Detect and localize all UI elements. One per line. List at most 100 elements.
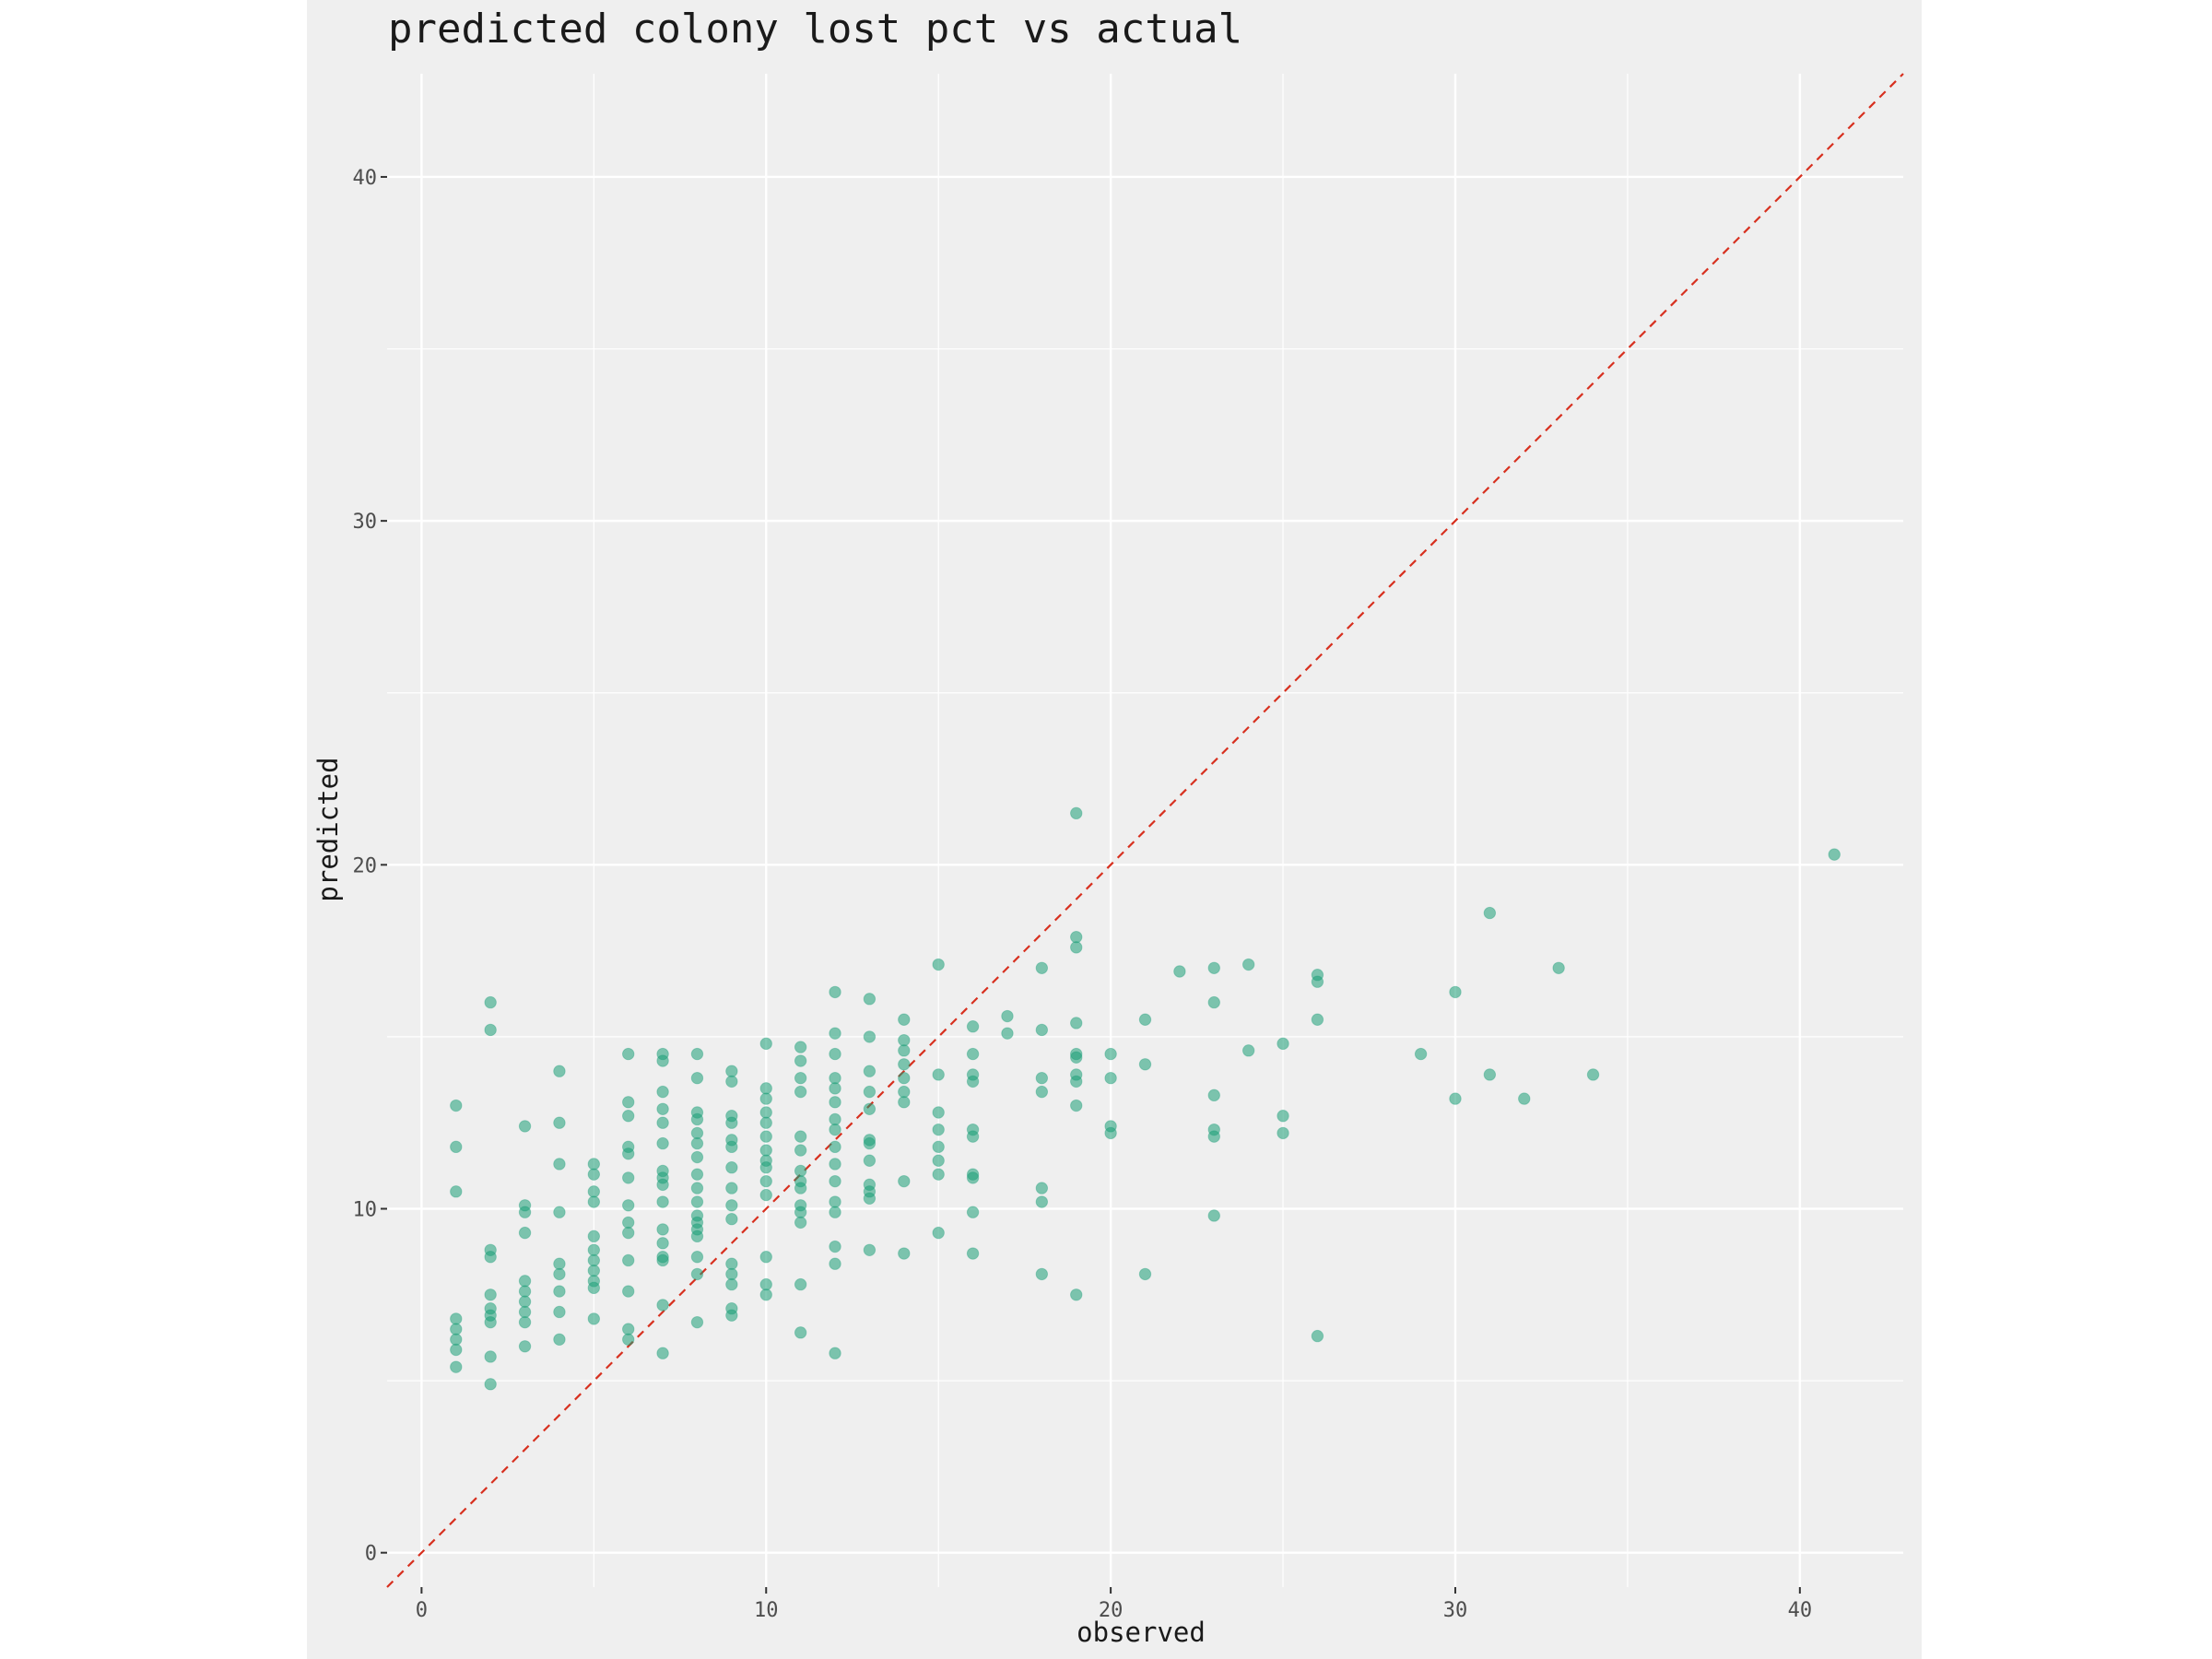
data-point [759,1082,772,1095]
data-point [829,1195,841,1208]
data-point [690,1251,704,1264]
data-point [690,1315,704,1329]
data-point [690,1047,704,1061]
data-point [898,1071,911,1085]
data-point [794,1054,807,1067]
data-point [1207,1130,1220,1143]
data-point [587,1243,601,1256]
data-point [656,1253,669,1267]
data-point [1104,1126,1117,1140]
data-point [553,1116,566,1129]
data-point [690,1150,704,1164]
data-point [656,1085,669,1099]
data-point [759,1037,772,1051]
data-point [966,1206,980,1218]
data-point [553,1158,566,1171]
data-point [450,1099,463,1112]
data-point [1070,1051,1083,1065]
data-point [829,1206,841,1218]
data-point [863,1030,877,1043]
data-point [553,1257,566,1270]
data-point [622,1171,635,1184]
data-point [484,1350,497,1363]
data-point [1035,1023,1049,1037]
data-point [1104,1071,1117,1085]
data-point [450,1312,463,1325]
data-point [759,1106,772,1119]
data-point [725,1199,738,1212]
data-point [725,1140,738,1154]
data-point [932,1154,945,1167]
data-point [622,1226,635,1240]
data-point [863,1102,877,1115]
data-point [863,1154,877,1167]
data-point [587,1195,601,1208]
data-point [656,1195,669,1208]
data-point [587,1281,601,1295]
data-point [966,1020,980,1033]
data-point [898,1247,911,1260]
data-point [1035,1267,1049,1281]
data-point [1138,1013,1152,1026]
data-point [587,1185,601,1198]
data-point [829,1174,841,1188]
x-tick-label: 30 [1443,1599,1468,1622]
data-point [759,1144,772,1157]
data-point [656,1136,669,1150]
data-point [656,1054,669,1067]
data-point [759,1174,772,1188]
data-point [484,1288,497,1301]
data-point [759,1092,772,1105]
data-point [829,1096,841,1109]
data-point [863,1243,877,1256]
data-point [898,1033,911,1047]
y-tick-label: 10 [353,1199,378,1222]
data-point [794,1216,807,1230]
data-point [1311,975,1324,988]
data-point [1070,806,1083,820]
data-point [829,1158,841,1171]
data-point [690,1126,704,1140]
data-point [484,1378,497,1391]
data-point [622,1253,635,1267]
identity-reference-line [386,73,1904,1588]
data-point [1207,1209,1220,1222]
y-tick-label: 30 [353,511,378,534]
data-point [863,1065,877,1077]
data-point [690,1071,704,1085]
data-point [829,1047,841,1061]
data-point [794,1041,807,1053]
data-point [518,1275,532,1288]
data-point [863,1192,877,1206]
data-point [656,1178,669,1192]
data-point [966,1247,980,1260]
data-point [622,1333,635,1347]
data-point [1552,961,1565,974]
x-tick-label: 40 [1788,1599,1813,1622]
data-point [622,1047,635,1061]
data-point [450,1343,463,1357]
data-point [966,1130,980,1143]
data-point [725,1065,738,1077]
x-axis-ticks: 0 10 20 30 40 [416,1587,1812,1622]
data-point [932,1226,945,1240]
data-point [518,1120,532,1133]
data-point [725,1309,738,1322]
data-point [759,1188,772,1202]
data-point [1311,1329,1324,1343]
data-point [553,1065,566,1077]
data-point [622,1323,635,1335]
data-point [1483,906,1497,920]
data-point [863,993,877,1006]
data-point [759,1130,772,1143]
data-point [1104,1047,1117,1061]
data-point [725,1257,738,1270]
data-point [518,1285,532,1298]
data-point [1414,1047,1428,1061]
data-point [759,1251,772,1264]
data-point [1241,958,1255,971]
data-point [932,1106,945,1119]
data-point [1035,1085,1049,1099]
data-point [829,1112,841,1126]
